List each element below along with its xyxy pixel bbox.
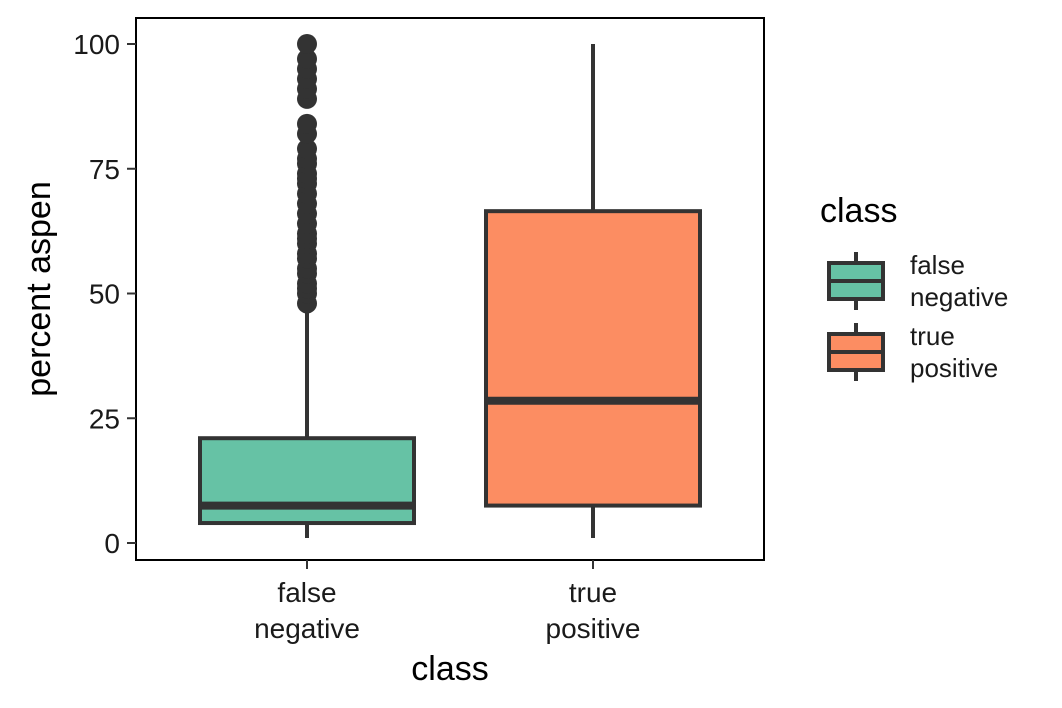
x-tick-label-line: true: [569, 577, 617, 608]
x-tick-label: true positive: [546, 577, 641, 644]
outlier-point: [297, 48, 317, 69]
legend-label-line: positive: [910, 353, 998, 383]
x-tick-label: false negative: [254, 577, 360, 644]
legend-label-line: negative: [910, 282, 1008, 312]
plot-area: [198, 34, 702, 539]
x-tick-label-line: false: [277, 577, 336, 608]
x-tick-label-line: negative: [254, 613, 360, 644]
legend-key: [827, 252, 885, 310]
legend: class false negative true positive: [820, 192, 1008, 383]
x-axis-title: class: [411, 650, 488, 688]
legend-key: [827, 323, 885, 381]
legend-label: true positive: [910, 321, 998, 383]
y-axis-title: percent aspen: [20, 181, 58, 397]
panel-border: [135, 17, 765, 561]
outlier-point: [297, 113, 317, 134]
box-group: [484, 44, 702, 539]
y-tick-label: 75: [89, 154, 120, 185]
box-iqr: [484, 209, 702, 508]
axes: 0 25 50 75 100 false negative true positive: [73, 29, 640, 644]
legend-label-line: false: [910, 250, 965, 280]
legend-title: class: [820, 192, 897, 230]
outlier-point: [297, 34, 317, 54]
box-iqr: [198, 436, 416, 526]
y-tick-label: 0: [104, 528, 120, 559]
y-tick-label: 25: [89, 403, 120, 434]
legend-label-line: true: [910, 321, 955, 351]
box-group: [198, 34, 416, 539]
y-tick-label: 100: [73, 29, 120, 60]
y-tick-label: 50: [89, 279, 120, 310]
outlier-point: [297, 138, 317, 159]
x-tick-label-line: positive: [546, 613, 641, 644]
legend-label: false negative: [910, 250, 1008, 312]
